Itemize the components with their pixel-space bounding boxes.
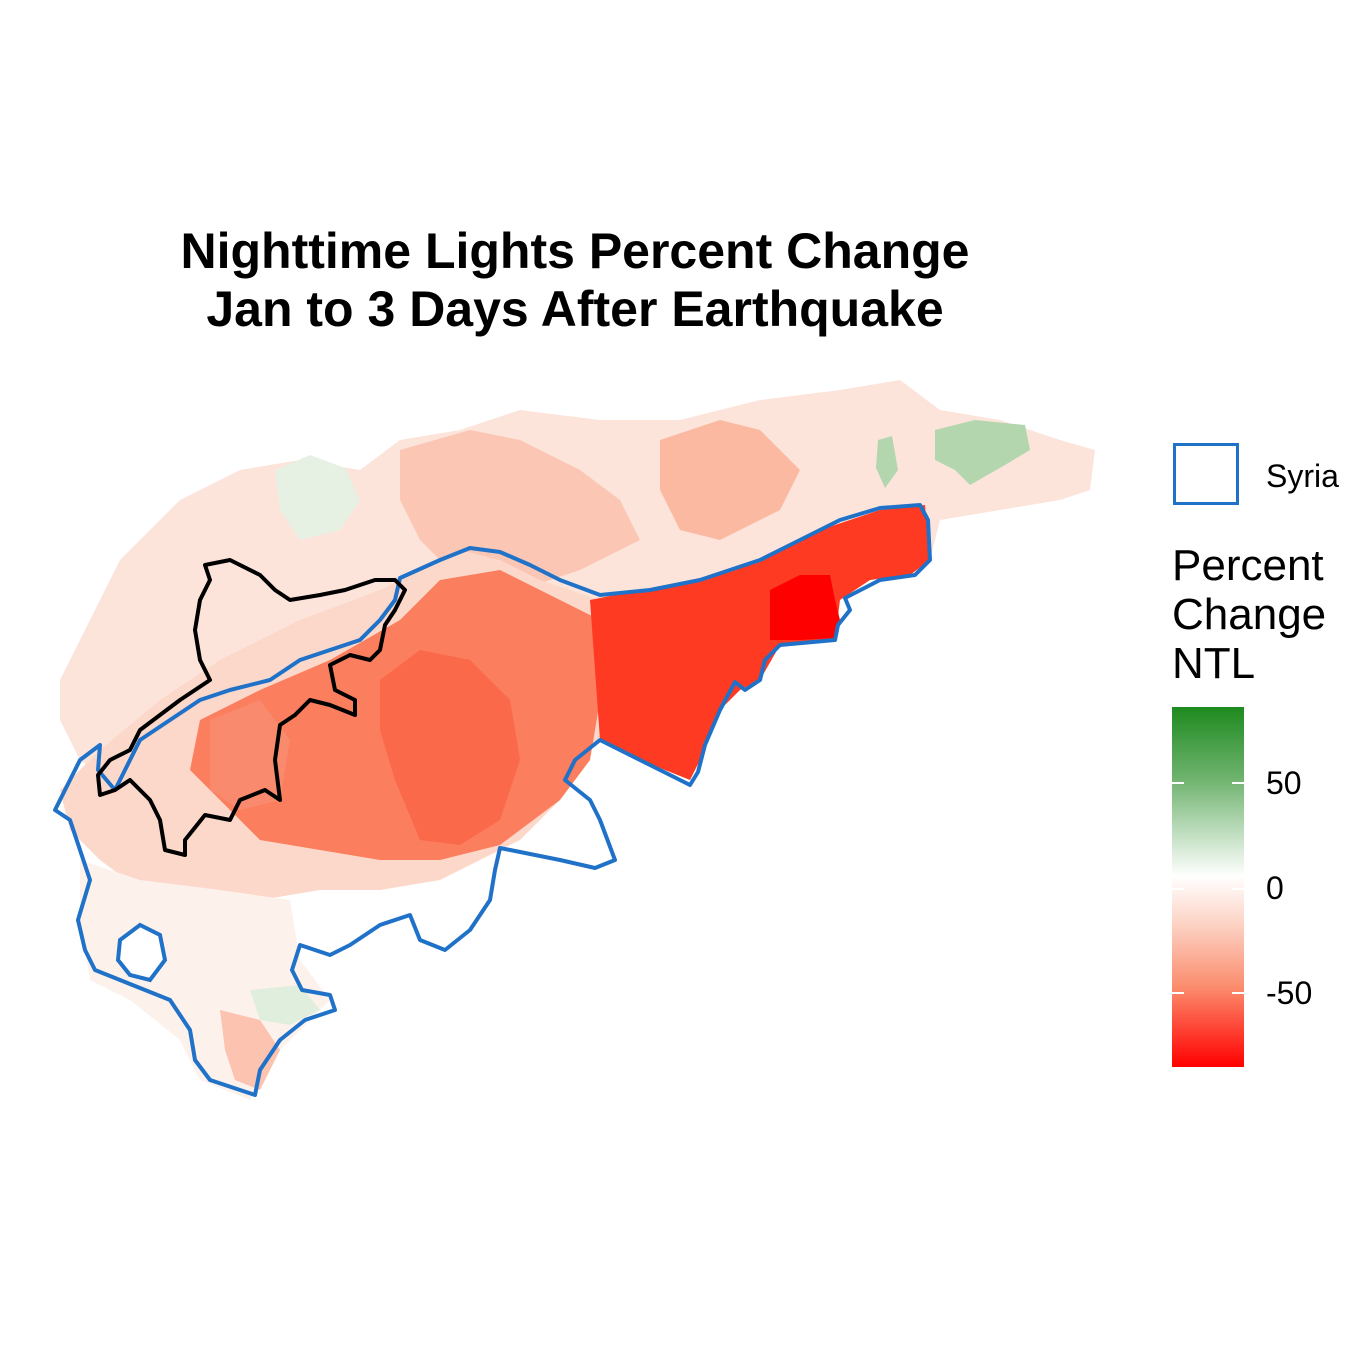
colorbar-title-line1: Percent <box>1172 541 1324 590</box>
region-syria-coast-green <box>250 985 320 1025</box>
colorbar-label-neg50: -50 <box>1266 975 1313 1011</box>
map-title-line2: Jan to 3 Days After Earthquake <box>206 281 944 337</box>
colorbar-label-50: 50 <box>1266 765 1302 801</box>
legend-syria-label: Syria <box>1266 458 1339 494</box>
region-syria-east-deepest <box>770 575 840 640</box>
colorbar-tick-neg50-left <box>1172 992 1184 994</box>
region-green-nw <box>275 455 360 540</box>
colorbar-tick-50-left <box>1172 782 1184 784</box>
colorbar-tick-0-right <box>1232 888 1244 890</box>
map-title: Nighttime Lights Percent Change Jan to 3… <box>60 222 1090 338</box>
colorbar-tick-50-right <box>1232 782 1244 784</box>
syria-boundary <box>53 503 932 1097</box>
region-syria-south <box>220 1010 280 1090</box>
colorbar-title: Percent Change NTL <box>1172 541 1326 688</box>
highlighted-region-outline <box>96 558 407 857</box>
colorbar-tick-0-left <box>1172 888 1184 890</box>
syria-boundary-inner <box>115 922 168 983</box>
colorbar <box>1172 707 1244 1067</box>
colorbar-title-line2: Change <box>1172 590 1327 639</box>
colorbar-label-0: 0 <box>1266 870 1284 906</box>
colorbar-tick-neg50-right <box>1232 992 1244 994</box>
region-syria-center-dark <box>380 650 520 845</box>
region-green-ne-small <box>876 436 898 488</box>
colorbar-title-line3: NTL <box>1172 639 1256 688</box>
region-north-east <box>660 420 800 540</box>
region-syria-east <box>590 505 930 780</box>
legend-syria-key <box>1173 443 1239 505</box>
map-title-line1: Nighttime Lights Percent Change <box>180 223 970 279</box>
region-syria-west-dark <box>210 700 290 810</box>
region-green-ne <box>935 420 1030 485</box>
